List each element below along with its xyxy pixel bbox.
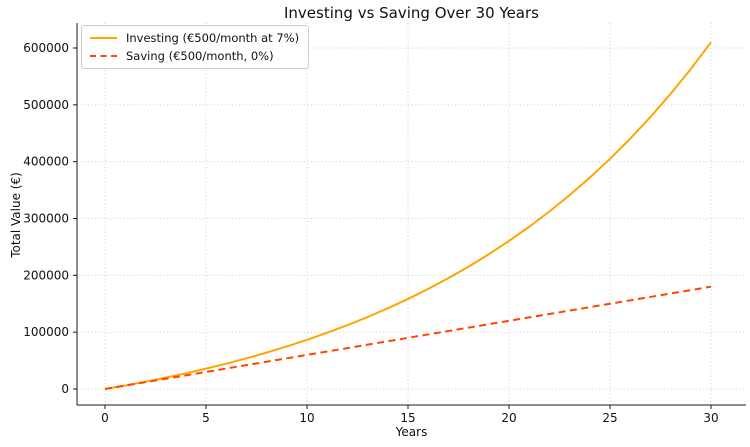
x-tick-label: 10 [299,411,314,425]
x-tick-label: 5 [202,411,210,425]
legend-item-investing: Investing (€500/month at 7%) [90,31,299,45]
y-tick-label: 100000 [23,325,69,339]
legend: Investing (€500/month at 7%) Saving (€50… [81,25,310,69]
x-tick-label: 20 [501,411,516,425]
chart-title: Investing vs Saving Over 30 Years [284,4,539,22]
x-axis-label: Years [395,425,428,439]
legend-item-saving: Saving (€500/month, 0%) [90,49,299,63]
legend-label-saving: Saving (€500/month, 0%) [126,49,274,63]
series-line-dashed [104,285,712,390]
y-tick-label: 500000 [23,98,69,112]
y-tick-label: 300000 [23,212,69,226]
y-tick-label: 600000 [23,41,69,55]
x-tick-label: 15 [400,411,415,425]
y-tick-label: 200000 [23,268,69,282]
x-tick-label: 30 [703,411,718,425]
series-line-solid [104,41,712,390]
x-tick-label: 25 [602,411,617,425]
legend-label-investing: Investing (€500/month at 7%) [126,31,300,45]
y-tick-label: 400000 [23,155,69,169]
y-tick-label: 0 [61,382,69,396]
y-axis-label: Total Value (€) [9,172,23,258]
investing-line-sample [90,37,117,39]
x-tick-label: 0 [101,411,109,425]
saving-line-sample [90,55,117,57]
